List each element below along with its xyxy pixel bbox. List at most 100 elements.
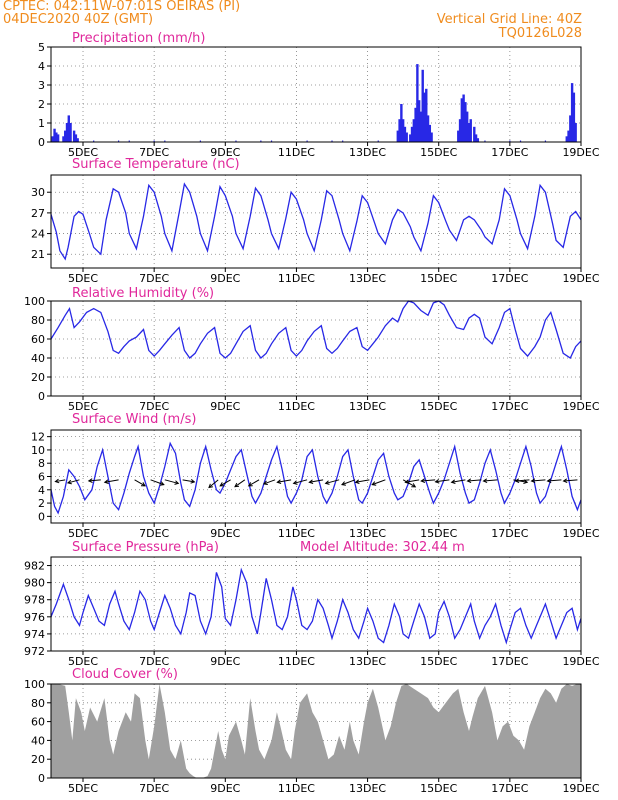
temp-xtick-label: 9DEC — [210, 272, 240, 285]
temp-xtick-label: 13DEC — [349, 272, 386, 285]
wind-arrowhead — [174, 480, 180, 485]
precipitation-trace-bar — [164, 140, 166, 142]
wind-ytick-label: 6 — [38, 471, 45, 484]
precipitation-bar — [572, 92, 576, 142]
precipitation-bar — [473, 126, 476, 142]
temp-xtick-label: 11DEC — [278, 272, 315, 285]
cloud-xtick-label: 19DEC — [562, 782, 599, 795]
wind-arrow — [88, 479, 101, 482]
precipitation-bar — [64, 130, 67, 142]
header-station: CPTEC: 042:11W-07:01S OEIRAS (PI) — [3, 0, 241, 14]
temp-ytick-label: 24 — [31, 228, 45, 241]
precipitation-trace-bar — [93, 140, 95, 142]
cloud-xtick-label: 7DEC — [139, 782, 169, 795]
rh-title: Relative Humidity (%) — [72, 286, 214, 301]
wind-arrowhead — [190, 479, 196, 484]
wind-arrow — [164, 479, 179, 484]
pres-xtick-label: 9DEC — [210, 655, 240, 668]
temp-xtick-label: 19DEC — [562, 272, 599, 285]
wind-arrowhead — [450, 479, 456, 484]
precip-xtick-label: 7DEC — [139, 146, 169, 159]
precipitation-bar — [56, 134, 60, 142]
wind-arrow — [277, 479, 292, 483]
precipitation-bar — [570, 83, 574, 142]
rh-xtick-label: 7DEC — [139, 400, 169, 413]
precip-xtick-label: 9DEC — [210, 146, 240, 159]
pres-ytick-label: 972 — [24, 645, 45, 658]
rh-xtick-label: 19DEC — [562, 400, 599, 413]
header-model: TQ0126L028 — [498, 26, 582, 41]
precipitation-bar — [400, 104, 403, 142]
wind-arrowhead — [103, 479, 109, 484]
wind-arrow — [531, 479, 546, 482]
precip-xtick-label: 17DEC — [491, 146, 528, 159]
header-grid-line: Vertical Grid Line: 40Z — [436, 12, 582, 27]
wind-arrow — [208, 479, 219, 488]
pres-xtick-label: 7DEC — [139, 655, 169, 668]
wind-arrow — [263, 479, 276, 485]
precip-ytick-label: 2 — [38, 98, 45, 111]
precipitation-bar — [464, 102, 467, 142]
precipitation-bar — [460, 98, 464, 142]
wind-arrow — [55, 479, 66, 483]
precipitation-trace-bar — [153, 140, 155, 142]
precipitation-trace-bar — [519, 140, 522, 142]
wind-arrowhead — [482, 478, 488, 484]
precipitation-trace-bar — [306, 140, 308, 142]
precipitation-trace-bar — [270, 140, 273, 142]
wind-arrowhead — [262, 480, 268, 485]
rh-xtick-label: 11DEC — [278, 400, 315, 413]
precipitation-bar — [65, 123, 69, 142]
precipitation-trace-bar — [235, 140, 237, 142]
wind-ytick-label: 2 — [38, 497, 45, 510]
wind-arrow — [483, 479, 498, 482]
wind-arrowhead — [404, 479, 410, 484]
temp-ytick-label: 27 — [31, 207, 45, 220]
wind-ytick-label: 12 — [31, 431, 45, 444]
precip-ytick-label: 3 — [38, 79, 45, 92]
wind-xtick-label: 9DEC — [210, 527, 240, 540]
precipitation-bar — [569, 115, 572, 142]
rh-xtick-label: 13DEC — [349, 400, 386, 413]
rh-xtick-label: 17DEC — [491, 400, 528, 413]
rh-ytick-label: 60 — [31, 333, 45, 346]
wind-arrowhead — [530, 478, 536, 484]
precip-frame — [50, 46, 582, 143]
wind-arrow — [355, 479, 370, 483]
wind-arrow — [134, 479, 146, 487]
precipitation-bar — [62, 136, 65, 142]
wind-arrow — [293, 479, 308, 484]
pres-frame — [50, 556, 582, 652]
precipitation-trace-bar — [199, 140, 201, 142]
precipitation-bar — [396, 130, 400, 142]
precipitation-bar — [425, 88, 428, 142]
wind-ytick-label: 4 — [38, 484, 45, 497]
pres-series-line — [50, 567, 582, 645]
temp-series-line — [50, 182, 582, 261]
cloud-xtick-label: 17DEC — [491, 782, 528, 795]
wind-arrow — [421, 479, 436, 482]
precip-xtick-label: 15DEC — [420, 146, 457, 159]
temp-xtick-label: 15DEC — [420, 272, 457, 285]
wind-xtick-label: 7DEC — [139, 527, 169, 540]
wind-arrowhead — [66, 479, 72, 485]
wind-title: Surface Wind (m/s) — [72, 412, 196, 427]
wind-xtick-label: 13DEC — [349, 527, 386, 540]
wind-ytick-label: 0 — [38, 510, 45, 523]
cloud-xtick-label: 15DEC — [420, 782, 457, 795]
rh-xtick-label: 5DEC — [68, 400, 98, 413]
wind-arrow — [563, 479, 578, 482]
rh-ytick-label: 80 — [31, 314, 45, 327]
rh-series-line — [50, 300, 582, 359]
precipitation-bar — [476, 138, 480, 142]
precipitation-bar — [462, 94, 465, 142]
pres-xtick-label: 13DEC — [349, 655, 386, 668]
wind-arrow — [150, 479, 164, 486]
precipitation-bar — [423, 92, 426, 142]
rh-ytick-label: 40 — [31, 352, 45, 365]
wind-arrow — [309, 479, 324, 483]
rh-ytick-label: 0 — [38, 390, 45, 403]
cloud-title: Cloud Cover (%) — [72, 667, 178, 682]
precipitation-bar — [430, 132, 433, 142]
